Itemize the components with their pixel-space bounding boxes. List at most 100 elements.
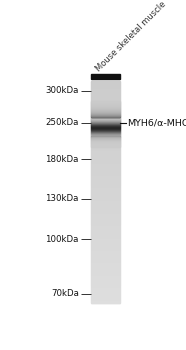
Bar	[91, 206, 120, 207]
Bar	[91, 155, 120, 156]
Bar	[91, 138, 120, 139]
Bar	[91, 90, 120, 91]
Bar	[91, 225, 120, 226]
Bar	[91, 161, 120, 162]
Bar	[91, 108, 120, 109]
Bar	[91, 203, 120, 204]
Bar	[91, 142, 120, 143]
Bar	[91, 241, 120, 242]
Bar	[91, 97, 120, 98]
Bar	[91, 234, 120, 235]
Bar	[91, 148, 120, 149]
Bar	[91, 198, 120, 199]
Bar	[91, 150, 120, 151]
Bar	[91, 261, 120, 262]
Bar	[91, 202, 120, 203]
Bar	[91, 118, 120, 119]
Bar	[91, 256, 120, 257]
Bar	[91, 101, 120, 102]
Bar	[91, 172, 120, 173]
Text: 300kDa: 300kDa	[45, 86, 79, 95]
Bar	[91, 191, 120, 192]
Bar	[91, 176, 120, 177]
Bar	[91, 153, 120, 154]
Bar	[91, 218, 120, 219]
Bar	[91, 275, 120, 276]
Bar	[91, 102, 120, 103]
Bar	[91, 144, 120, 145]
Bar	[91, 211, 120, 212]
Bar	[91, 189, 120, 190]
Bar	[91, 188, 120, 189]
Bar	[91, 129, 120, 130]
Bar	[91, 208, 120, 209]
Bar	[91, 194, 120, 195]
Bar	[91, 294, 120, 295]
Bar	[91, 247, 120, 248]
Bar	[91, 244, 120, 245]
Bar	[91, 212, 120, 213]
Bar	[91, 94, 120, 95]
Bar	[91, 114, 120, 115]
Bar	[91, 149, 120, 150]
Bar	[91, 287, 120, 288]
Bar	[91, 249, 120, 250]
Bar	[91, 237, 120, 238]
Bar	[91, 267, 120, 268]
Bar	[91, 183, 120, 184]
Bar	[91, 265, 120, 266]
Bar	[91, 245, 120, 246]
Bar	[91, 117, 120, 118]
Bar	[91, 140, 120, 141]
Bar	[91, 216, 120, 217]
Bar	[91, 135, 120, 136]
Bar	[91, 141, 120, 142]
Bar	[91, 145, 120, 146]
Bar	[91, 215, 120, 216]
Bar	[91, 292, 120, 293]
Bar	[91, 168, 120, 169]
Bar	[91, 174, 120, 175]
Bar	[91, 124, 120, 125]
Bar	[91, 195, 120, 196]
Bar	[91, 139, 120, 140]
Bar	[91, 93, 120, 94]
Bar	[91, 204, 120, 205]
Bar	[91, 226, 120, 227]
Bar	[91, 119, 120, 120]
Bar	[91, 185, 120, 186]
Bar	[91, 290, 120, 291]
Bar	[91, 133, 120, 134]
Bar	[91, 99, 120, 100]
Bar	[91, 87, 120, 88]
Bar	[91, 207, 120, 208]
Bar	[91, 284, 120, 285]
Bar	[91, 278, 120, 279]
Bar	[91, 205, 120, 206]
Text: 250kDa: 250kDa	[45, 118, 79, 127]
Bar	[91, 125, 120, 126]
Bar	[91, 221, 120, 222]
Bar	[91, 238, 120, 239]
Bar	[91, 192, 120, 193]
Bar	[91, 253, 120, 254]
Bar	[91, 173, 120, 174]
Bar	[91, 100, 120, 101]
Bar	[91, 84, 120, 85]
Bar	[91, 152, 120, 153]
Bar	[91, 170, 120, 171]
Bar	[91, 82, 120, 83]
Text: 100kDa: 100kDa	[45, 235, 79, 244]
Bar	[91, 154, 120, 155]
Bar	[91, 105, 120, 106]
Bar	[91, 167, 120, 168]
Bar	[91, 142, 120, 144]
Bar	[91, 132, 120, 133]
Bar	[91, 229, 120, 230]
Bar	[91, 136, 120, 137]
Bar	[91, 121, 120, 122]
Bar	[91, 224, 120, 225]
Bar	[91, 250, 120, 251]
Bar	[91, 299, 120, 300]
Bar	[91, 163, 120, 164]
